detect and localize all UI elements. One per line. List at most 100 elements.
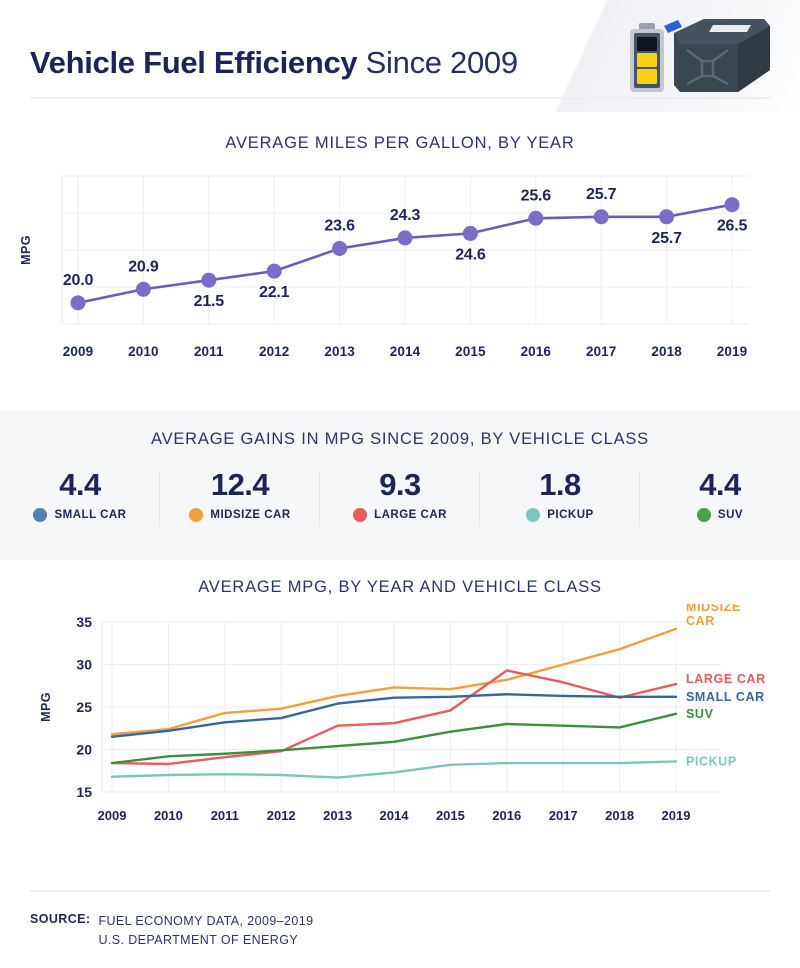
chart1-data-label: 22.1 xyxy=(259,284,290,301)
legend-dot-icon xyxy=(526,508,541,522)
chart2-x-tick-label: 2012 xyxy=(267,808,296,823)
header-artwork xyxy=(618,14,788,98)
gain-item: 4.4 SUV xyxy=(640,468,800,522)
gain-separator xyxy=(319,470,320,526)
chart1-x-tick-label: 2016 xyxy=(521,344,552,359)
gain-item: 12.4 MIDSIZE CAR xyxy=(160,467,320,526)
chart1-data-point xyxy=(201,272,217,288)
chart1-data-point xyxy=(593,209,609,225)
chart1-data-label: 25.6 xyxy=(521,187,552,204)
chart1-x-tick-label: 2011 xyxy=(194,344,224,359)
chart2-legend-label: CAR xyxy=(686,614,715,628)
chart2-x-tick-label: 2019 xyxy=(662,808,691,823)
gain-item: 4.4 SMALL CAR xyxy=(0,467,160,526)
chart2-legend-label: SUV xyxy=(686,707,714,721)
gain-label: SUV xyxy=(717,509,744,521)
source-line-2: U.S. DEPARTMENT OF ENERGY xyxy=(98,933,299,947)
chart1-data-point xyxy=(659,209,675,225)
gain-separator xyxy=(639,470,640,526)
gain-value: 12.4 xyxy=(210,467,270,502)
legend-dot-icon xyxy=(353,508,368,522)
gain-value: 4.4 xyxy=(59,467,101,502)
chart2-x-tick-label: 2010 xyxy=(154,808,183,823)
chart2-x-tick-label: 2017 xyxy=(549,808,578,823)
legend-dot-icon xyxy=(33,508,48,522)
chart2-legend-label: PICKUP xyxy=(686,754,737,768)
chart1-data-point xyxy=(528,210,544,226)
chart2-series-line-suv xyxy=(110,712,678,765)
chart2-series-line-large-car xyxy=(110,669,678,766)
chart1-data-label: 24.3 xyxy=(390,207,421,224)
gain-label: LARGE CAR xyxy=(374,509,447,521)
fuel-can-icon xyxy=(664,19,770,92)
source-line-1: FUEL ECONOMY DATA, 2009–2019 xyxy=(98,914,314,928)
chart1-data-label: 25.7 xyxy=(586,186,617,203)
chart1-data-point xyxy=(397,230,413,246)
chart1-data-label: 25.7 xyxy=(651,230,682,247)
chart1-data-label: 23.6 xyxy=(324,217,355,234)
chart2-x-tick-label: 2018 xyxy=(605,808,634,823)
gains-title: AVERAGE GAINS IN MPG SINCE 2009, BY VEHI… xyxy=(150,430,649,448)
chart2-legend-label: SMALL CAR xyxy=(686,690,765,704)
chart1-x-tick-label: 2017 xyxy=(586,344,616,359)
chart1-data-point xyxy=(332,240,348,256)
chart1-x-tick-label: 2012 xyxy=(259,344,289,359)
chart1-x-tick-label: 2014 xyxy=(390,344,421,359)
chart2-y-tick-label: 30 xyxy=(76,657,92,673)
chart1-data-point xyxy=(266,263,282,279)
battery-icon xyxy=(630,23,664,92)
chart1-x-tick-label: 2019 xyxy=(717,344,747,359)
chart2-series-line-pickup xyxy=(110,760,678,779)
chart1-title: AVERAGE MILES PER GALLON, BY YEAR xyxy=(225,134,575,152)
chart2-y-tick-label: 20 xyxy=(76,742,92,758)
chart2-series-line-midsize-car xyxy=(110,627,678,736)
chart2-x-tick-label: 2013 xyxy=(323,808,352,823)
chart1-x-tick-label: 2009 xyxy=(63,344,93,359)
header-divider xyxy=(30,97,770,99)
chart2-y-tick-label: 25 xyxy=(76,699,92,715)
page-header: Vehicle Fuel Efficiency Since 2009 xyxy=(0,0,800,112)
chart1-data-point xyxy=(135,281,151,297)
chart1-canvas: MPG 20.0 20.9 21.5 22.1 23.6 24.3 24.6 25.6 25.7 2… xyxy=(19,175,750,359)
chart1-x-tick-label: 2010 xyxy=(128,344,158,359)
chart1-data-point xyxy=(724,197,740,213)
chart1-data-label: 20.9 xyxy=(128,258,159,275)
chart2-y-axis-label: MPG xyxy=(39,692,53,722)
page-footer: SOURCE: FUEL ECONOMY DATA, 2009–2019 U.S… xyxy=(0,890,800,968)
chart2-legend-label: MIDSIZE xyxy=(686,604,741,614)
gains-section: AVERAGE GAINS IN MPG SINCE 2009, BY VEHI… xyxy=(0,410,800,560)
chart2-legend-label: LARGE CAR xyxy=(686,672,766,686)
gain-legend: MIDSIZE CAR xyxy=(160,508,320,522)
gain-label: MIDSIZE CAR xyxy=(210,509,291,521)
chart-average-mpg-by-class: AVERAGE MPG, BY YEAR AND VEHICLE CLASS 1… xyxy=(0,578,800,828)
chart2-y-tick-label: 15 xyxy=(76,784,92,800)
legend-dot-icon xyxy=(696,508,711,522)
gain-legend: PICKUP xyxy=(480,508,640,522)
gain-legend: LARGE CAR xyxy=(320,508,480,522)
footer-divider xyxy=(30,890,770,892)
gain-legend: SMALL CAR xyxy=(0,508,160,522)
chart-average-mpg-by-year: AVERAGE MILES PER GALLON, BY YEAR MPG 20.… xyxy=(0,134,800,394)
gain-value: 9.3 xyxy=(379,467,421,502)
gain-value: 1.8 xyxy=(539,467,581,502)
gain-label: PICKUP xyxy=(547,509,594,521)
gain-label: SMALL CAR xyxy=(54,509,127,521)
legend-dot-icon xyxy=(189,508,204,522)
page-title: Vehicle Fuel Efficiency Since 2009 xyxy=(30,44,518,82)
gain-legend: SUV xyxy=(640,508,800,522)
chart2-y-tick-label: 35 xyxy=(76,614,92,630)
gain-separator xyxy=(159,470,160,526)
gain-item: 9.3 LARGE CAR xyxy=(320,467,480,526)
gains-list: 4.4 SMALL CAR 12.4 MIDSIZE CAR 9.3 LARGE CAR 1… xyxy=(0,467,800,526)
gain-value: 4.4 xyxy=(699,467,741,502)
chart2-x-tick-label: 2016 xyxy=(492,808,521,823)
chart1-data-point xyxy=(462,225,478,241)
chart1-data-point xyxy=(70,295,86,311)
gain-separator xyxy=(479,470,480,526)
chart2-x-tick-label: 2015 xyxy=(436,808,465,823)
gain-item: 1.8 PICKUP xyxy=(480,467,640,526)
chart2-series-line-small-car xyxy=(110,693,678,738)
page-title-bold: Vehicle Fuel Efficiency xyxy=(30,45,358,80)
chart1-x-tick-label: 2015 xyxy=(455,344,486,359)
